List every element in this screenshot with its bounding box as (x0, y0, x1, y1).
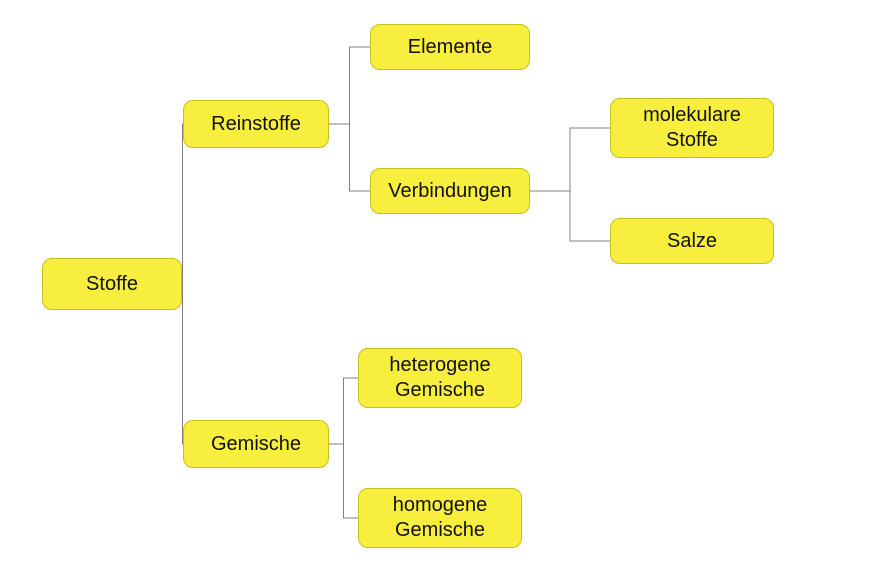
node-label: homogeneGemische (393, 493, 488, 543)
node-homogene: homogeneGemische (358, 488, 522, 548)
node-molekulare: molekulareStoffe (610, 98, 774, 158)
node-label: Stoffe (86, 272, 138, 297)
node-label: Reinstoffe (211, 112, 301, 137)
edge-stoffe-reinstoffe (182, 124, 183, 284)
edge-reinstoffe-elemente (329, 47, 370, 124)
node-elemente: Elemente (370, 24, 530, 70)
node-verbindungen: Verbindungen (370, 168, 530, 214)
node-label: Elemente (408, 35, 493, 60)
edge-stoffe-gemische (182, 284, 183, 444)
node-reinstoffe: Reinstoffe (183, 100, 329, 148)
node-heterogene: heterogeneGemische (358, 348, 522, 408)
edge-gemische-heterogene (329, 378, 358, 444)
node-label: molekulareStoffe (643, 103, 741, 153)
edge-gemische-homogene (329, 444, 358, 518)
edge-verbindungen-salze (530, 191, 610, 241)
edge-reinstoffe-verbindungen (329, 124, 370, 191)
node-salze: Salze (610, 218, 774, 264)
node-gemische: Gemische (183, 420, 329, 468)
node-label: Verbindungen (388, 179, 511, 204)
node-stoffe: Stoffe (42, 258, 182, 310)
diagram-canvas: Stoffe Reinstoffe Gemische Elemente Verbindu… (0, 0, 893, 578)
node-label: Salze (667, 229, 717, 254)
node-label: Gemische (211, 432, 301, 457)
edge-verbindungen-molekulare (530, 128, 610, 191)
node-label: heterogeneGemische (389, 353, 490, 403)
